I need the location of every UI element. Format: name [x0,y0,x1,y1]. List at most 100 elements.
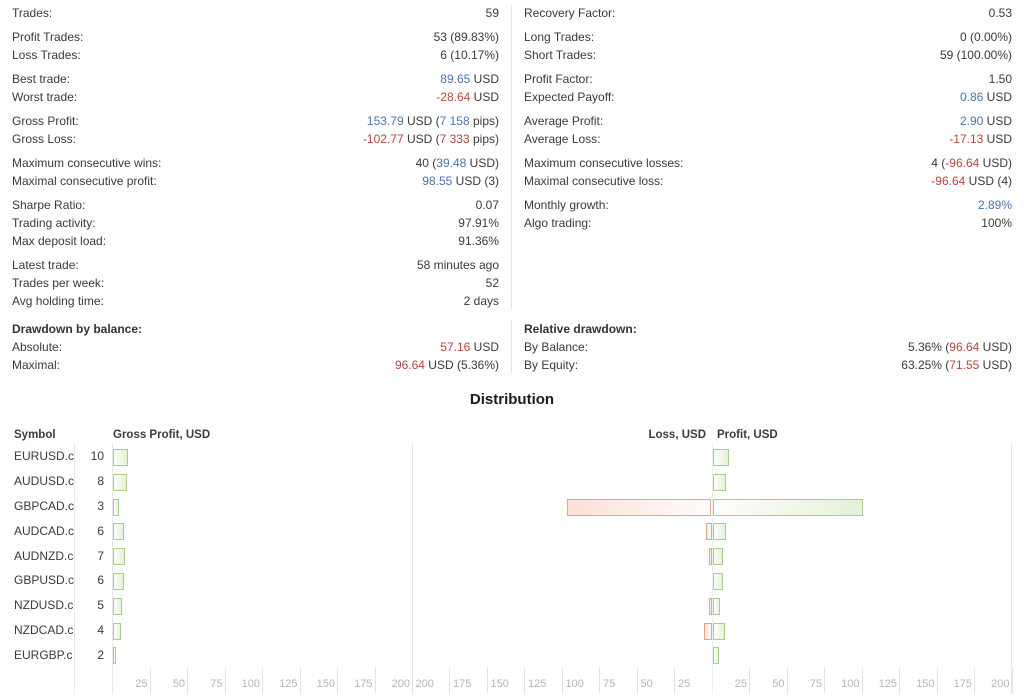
stat-value-segment: 52 [485,276,499,290]
stat-label: Profit Factor: [524,72,593,86]
gross-axis-tick [374,668,376,694]
stat-value: 59 (100.00%) [940,46,1012,64]
stat-value: 97.91% [458,214,499,232]
stat-label: Gross Loss: [12,132,77,146]
stat-value-segment: 0.86 [959,90,984,104]
stat-value-segment: USD) [979,156,1012,170]
column-header-loss: Loss, USD [648,429,706,441]
stats-group: Profit Trades: 53 (89.83%) Loss Trades: 6 (… [12,28,499,64]
profit-axis-tick-label: 175 [953,678,972,690]
loss-bar [704,622,712,640]
stats-group: Gross Profit: 153.79 USD (7 158 pips) Gros… [12,112,499,148]
stats-group: Best trade: 89.65 USD Worst trade: -28.64 U… [12,70,499,106]
loss-axis-tick [674,668,675,694]
gross-axis-tick [187,668,188,694]
stat-value: 59 [486,4,499,22]
stat-value: 0.53 [989,4,1012,22]
stat-label: Max deposit load: [12,234,107,248]
gross-axis-tick-label: 75 [210,678,223,690]
stat-value-segment: 100% [981,216,1012,230]
stat-value-segment: 7 333 [439,132,470,146]
stat-value: 0.86 USD [960,88,1012,106]
profit-axis-tick [974,668,975,694]
gross-axis-tick [337,668,338,694]
stat-value: 52 [486,274,499,292]
stat-value-segment: USD [470,90,499,104]
stat-row: Avg holding time: 2 days [12,292,499,310]
profit-bar [712,572,723,590]
symbol-label: GBPUSD.c [14,573,75,588]
stats-group: Trades: 59 [12,4,499,22]
stat-value: 91.36% [458,232,499,250]
stat-value-segment: 0 (0.00%) [959,30,1012,44]
stat-label: Latest trade: [12,258,79,272]
stat-value-segment: 63.25% ( [901,358,950,372]
stat-label: Maximal consecutive loss: [524,174,664,188]
trade-count: 6 [97,573,104,588]
gross-profit-bar [113,647,116,665]
stat-value: 53 (89.83%) [434,28,499,46]
stat-value: 96.64 USD (5.36%) [395,356,499,374]
stats-group: Maximum consecutive wins: 40 (39.48 USD) M… [12,154,499,190]
stats-group: Recovery Factor: 0.53 [524,4,1012,22]
stat-row: Sharpe Ratio: 0.07 [12,196,499,214]
stat-label: By Balance: [524,340,589,354]
profit-axis-tick-label: 125 [878,678,897,690]
stat-value-segment: USD [470,340,499,354]
stat-label: Relative drawdown: [524,322,637,336]
stat-value: 57.16 USD [440,338,499,356]
gross-profit-bar [113,548,125,566]
stat-value-segment: 2 days [463,294,499,308]
stat-value-segment: pips) [469,114,499,128]
gross-axis-tick [299,668,301,694]
stat-value: -102.77 USD (7 333 pips) [363,130,499,148]
profit-bar [712,523,726,541]
stat-value-segment: 2.89% [977,198,1012,212]
stat-value-segment: -28.64 [436,90,471,104]
gross-axis-tick [149,668,151,694]
stat-label: Average Profit: [524,114,604,128]
stat-value: 4 (-96.64 USD) [931,154,1012,172]
stat-row: Expected Payoff: 0.86 USD [524,88,1012,106]
gross-profit-bar [113,597,122,615]
stat-row: Absolute: 57.16 USD [12,338,499,356]
loss-axis-tick-label: 25 [678,678,691,690]
profit-bar [712,448,729,466]
stat-row: Gross Profit: 153.79 USD (7 158 pips) [12,112,499,130]
stat-value: 2.89% [978,196,1012,214]
stat-value-segment: 57.16 [440,340,471,354]
stat-value-segment: 0.07 [475,198,499,212]
gross-axis-origin-line [112,443,113,694]
profit-axis-tick [824,668,825,694]
loss-axis-tick-label: 100 [565,678,584,690]
profit-axis-tick-label: 25 [734,678,747,690]
column-header-gross-profit: Gross Profit, USD [113,429,211,441]
loss-axis-tick [561,668,563,694]
profit-bar [712,647,719,665]
stat-value: -17.13 USD [949,130,1012,148]
loss-axis-tick-label: 125 [528,678,547,690]
trade-count: 6 [97,523,104,538]
stat-value-segment: -17.13 [949,132,984,146]
stat-value-segment: 6 (10.17%) [440,48,499,62]
stat-label: Maximal: [12,358,61,372]
stat-row: Trades per week: 52 [12,274,499,292]
stat-value-segment: USD [983,132,1012,146]
stat-row: Algo trading: 100% [524,214,1012,232]
gross-profit-bar [113,622,121,640]
loss-section-line [411,443,413,694]
gross-profit-bar [113,572,124,590]
stat-value: 89.65 USD [440,70,499,88]
stat-value: 2 days [464,292,499,310]
stat-label: Absolute: [12,340,63,354]
loss-axis-tick [524,668,525,694]
stat-row: Maximum consecutive losses: 4 (-96.64 USD… [524,154,1012,172]
center-line [711,443,713,694]
distribution-title: Distribution [469,391,555,408]
stat-value-segment: 71.55 [949,358,980,372]
stat-label: By Equity: [524,358,579,372]
stat-label: Maximum consecutive losses: [524,156,684,170]
stat-label: Long Trades: [524,30,595,44]
stat-value-segment: USD [983,114,1012,128]
stats-group: Average Profit: 2.90 USD Average Loss: -17.… [524,112,1012,148]
